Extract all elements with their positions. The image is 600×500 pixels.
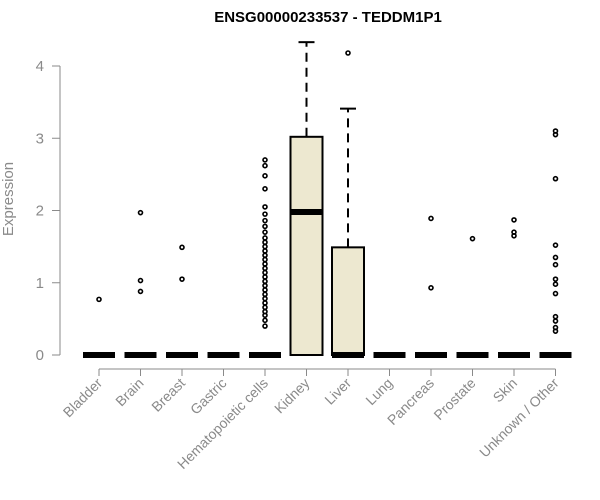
- outlier-point: [552, 242, 559, 248]
- outlier-point: [262, 223, 268, 230]
- box-group: [498, 217, 530, 358]
- outlier-point: [262, 235, 268, 241]
- outlier-point: [262, 261, 268, 267]
- outlier-point: [552, 313, 559, 320]
- outlier-point: [552, 175, 559, 182]
- y-tick-label: 0: [36, 347, 44, 364]
- outlier-point: [96, 296, 102, 303]
- outlier-point: [262, 274, 268, 280]
- outlier-point: [262, 162, 268, 169]
- outlier-point: [552, 290, 559, 297]
- outlier-point: [262, 211, 268, 217]
- outlier-point: [511, 229, 517, 235]
- y-tick-label: 3: [36, 130, 44, 147]
- y-axis: 0 1 2 3 4: [36, 58, 61, 364]
- outlier-point: [262, 265, 268, 272]
- outlier-point: [552, 324, 559, 331]
- boxes-layer: [83, 41, 572, 358]
- box-rect: [289, 135, 324, 356]
- outlier-point: [262, 308, 268, 315]
- box-group: [415, 215, 447, 358]
- chart-title: ENSG00000233537 - TEDDM1P1: [214, 9, 442, 26]
- box-group: [331, 50, 365, 358]
- outlier-point: [262, 269, 268, 276]
- box-group: [124, 209, 157, 358]
- x-category-label: Liver: [321, 375, 354, 408]
- outlier-point: [262, 287, 268, 293]
- outlier-point: [552, 281, 559, 287]
- y-tick-label: 1: [36, 275, 44, 292]
- box-group: [249, 157, 281, 358]
- outlier-point: [552, 128, 559, 134]
- outlier-point: [262, 291, 268, 298]
- outlier-point: [262, 243, 268, 250]
- outlier-point: [262, 323, 268, 329]
- outlier-point: [552, 261, 559, 268]
- x-category-label: Kidney: [271, 375, 313, 417]
- outlier-point: [511, 217, 517, 223]
- x-category-label: Lung: [362, 375, 395, 408]
- outlier-point: [179, 244, 185, 251]
- outlier-point: [262, 317, 268, 324]
- x-category-label: Prostate: [430, 375, 478, 423]
- outlier-point: [137, 209, 144, 216]
- outlier-point: [262, 186, 268, 192]
- outlier-point: [262, 282, 268, 289]
- outlier-point: [552, 254, 559, 261]
- outlier-point: [345, 50, 351, 56]
- box-group: [166, 244, 198, 358]
- outlier-point: [262, 278, 268, 285]
- outlier-point: [262, 157, 268, 163]
- outlier-point: [262, 252, 268, 259]
- outlier-point: [262, 248, 268, 254]
- x-category-label: Breast: [148, 375, 188, 415]
- x-category-label: Skin: [490, 375, 521, 406]
- y-tick-label: 2: [36, 203, 44, 220]
- outlier-point: [137, 288, 144, 295]
- x-category-label: Unknown / Other: [476, 375, 562, 461]
- outlier-point: [262, 217, 268, 224]
- outlier-point: [262, 204, 268, 210]
- x-category-label: Bladder: [60, 375, 106, 421]
- outlier-point: [262, 239, 268, 246]
- outlier-point: [179, 276, 185, 282]
- outlier-point: [262, 229, 268, 235]
- outlier-point: [262, 304, 268, 311]
- outlier-point: [469, 235, 476, 242]
- box-rect: [331, 246, 365, 356]
- outlier-point: [262, 300, 268, 306]
- y-tick-label: 4: [36, 58, 44, 75]
- box-group: [456, 235, 489, 358]
- x-category-label: Brain: [112, 375, 146, 409]
- outlier-point: [262, 295, 268, 302]
- box-group: [289, 41, 324, 356]
- outlier-point: [428, 285, 434, 291]
- y-axis-label: Expression: [0, 162, 17, 236]
- outlier-point: [552, 318, 559, 324]
- outlier-point: [552, 276, 559, 282]
- box-group: [539, 128, 572, 358]
- box-group: [83, 296, 115, 358]
- outlier-point: [137, 277, 144, 284]
- outlier-point: [262, 173, 268, 179]
- outlier-point: [428, 215, 434, 222]
- outlier-point: [262, 256, 268, 263]
